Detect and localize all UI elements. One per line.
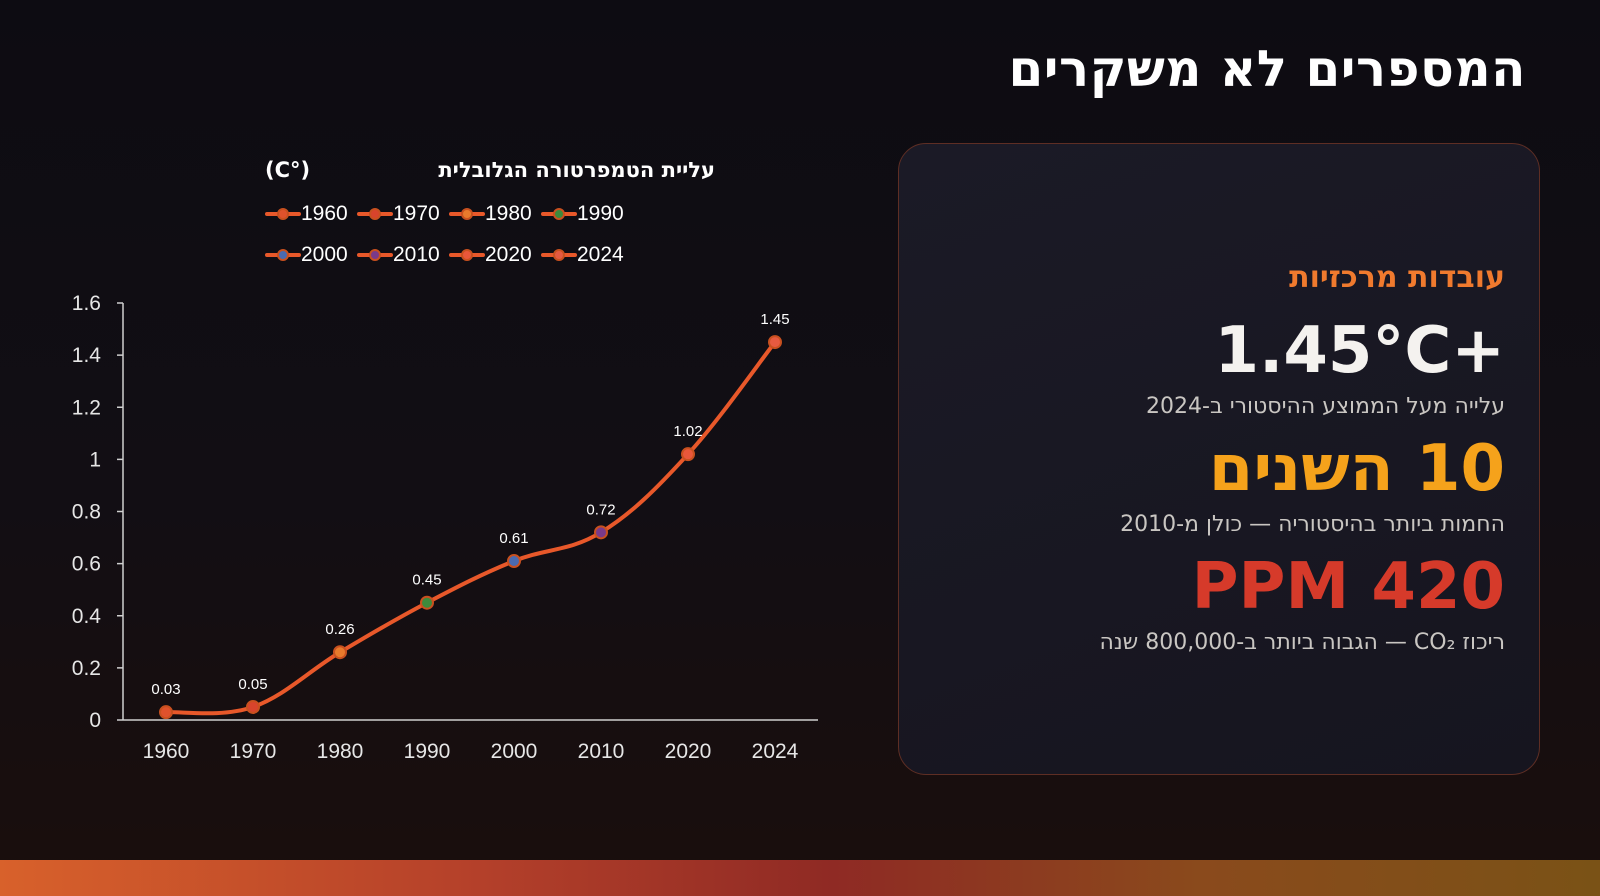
- legend-swatch: [541, 202, 577, 226]
- y-tick-label: 0.6: [72, 553, 101, 576]
- x-tick-label: 1990: [404, 740, 451, 763]
- chart-svg: 0 0.2 0.4 0.6 0.8 1 1.2 1.4 1.6 1960 1970 1980 1990 2…: [72, 292, 818, 763]
- legend-label: 1970: [393, 202, 440, 225]
- data-label: 0.03: [151, 681, 180, 698]
- data-point: [768, 335, 782, 350]
- legend-swatch: [265, 243, 301, 267]
- data-label: 0.45: [412, 572, 441, 589]
- chart-title: עליית הטמפרטורה הגלובלית: [438, 158, 715, 182]
- legend-swatch-dot: [461, 208, 473, 220]
- data-label: 0.72: [586, 501, 615, 518]
- x-tick-label: 1970: [230, 740, 277, 763]
- legend-item: 2020: [449, 243, 532, 267]
- legend-swatch-dot: [369, 249, 381, 261]
- y-tick-label: 0: [89, 709, 101, 732]
- legend-label: 2000: [301, 243, 348, 266]
- legend-label: 1960: [301, 202, 348, 225]
- data-point: [507, 554, 521, 569]
- legend-label: 1980: [485, 202, 532, 225]
- data-point: [333, 645, 347, 660]
- key-facts-card: עובדות מרכזיות +1.45°C עלייה מעל הממוצע …: [898, 143, 1540, 775]
- legend-swatch-dot: [277, 249, 289, 261]
- stat-co2-value: 420 PPM: [1191, 550, 1505, 624]
- x-tick-label: 2020: [665, 740, 712, 763]
- legend-label: 2024: [577, 243, 624, 266]
- x-tick-label: 1980: [317, 740, 364, 763]
- data-point: [594, 525, 608, 540]
- legend-swatch-dot: [369, 208, 381, 220]
- legend-swatch: [357, 202, 393, 226]
- data-point: [420, 595, 434, 610]
- data-point: [681, 447, 695, 462]
- chart-title-row: עליית הטמפרטורה הגלובלית (C°): [265, 158, 715, 188]
- legend-item: 1990: [541, 202, 624, 226]
- temperature-series-line: [164, 340, 777, 716]
- y-tick-label: 0.4: [72, 605, 102, 628]
- y-tick-label: 1.2: [72, 396, 101, 419]
- stat-hottest-years-caption: החמות ביותר בהיסטוריה — כולן מ-2010: [1120, 512, 1505, 537]
- legend-swatch: [449, 243, 485, 267]
- x-tick-label: 2024: [752, 740, 799, 763]
- legend-label: 1990: [577, 202, 624, 225]
- data-label: 1.02: [673, 423, 702, 440]
- data-label: 0.05: [238, 676, 267, 693]
- data-label: 0.26: [325, 621, 354, 638]
- x-tick-label: 2000: [491, 740, 538, 763]
- legend-label: 2010: [393, 243, 440, 266]
- legend-item: 1970: [357, 202, 440, 226]
- legend-item: 2024: [541, 243, 624, 267]
- x-tick-label: 1960: [143, 740, 190, 763]
- y-tick-label: 1: [89, 448, 101, 471]
- chart-unit: (C°): [265, 158, 311, 182]
- legend-swatch-dot: [461, 249, 473, 261]
- stat-temperature-caption: עלייה מעל הממוצע ההיסטורי ב-2024: [1146, 394, 1505, 419]
- data-label: 1.45: [760, 311, 789, 328]
- y-tick-label: 0.8: [72, 501, 101, 524]
- y-tick-label: 1.4: [72, 344, 102, 367]
- stat-hottest-years-value: 10 השנים: [1208, 432, 1505, 506]
- legend-swatch-dot: [553, 249, 565, 261]
- legend-item: 2010: [357, 243, 440, 267]
- legend-swatch: [357, 243, 393, 267]
- data-point: [159, 705, 173, 720]
- legend-label: 2020: [485, 243, 532, 266]
- legend-swatch: [449, 202, 485, 226]
- legend-item: 1980: [449, 202, 532, 226]
- page-title: המספרים לא משקרים: [1008, 40, 1526, 98]
- x-tick-label: 2010: [578, 740, 625, 763]
- data-point: [246, 699, 260, 714]
- bottom-gradient-bar: [0, 860, 1600, 896]
- legend-swatch-dot: [553, 208, 565, 220]
- legend-swatch: [265, 202, 301, 226]
- stat-co2-caption: ריכוז CO₂ — הגבוה ביותר ב-800,000 שנה: [1099, 630, 1506, 655]
- legend-item: 2000: [265, 243, 348, 267]
- legend-swatch-dot: [277, 208, 289, 220]
- card-heading: עובדות מרכזיות: [1289, 260, 1505, 295]
- y-tick-label: 1.6: [72, 292, 101, 315]
- y-tick-label: 0.2: [72, 657, 101, 680]
- legend-item: 1960: [265, 202, 348, 226]
- data-label: 0.61: [499, 530, 528, 547]
- legend-swatch: [541, 243, 577, 267]
- stat-temperature-value: +1.45°C: [1214, 314, 1506, 388]
